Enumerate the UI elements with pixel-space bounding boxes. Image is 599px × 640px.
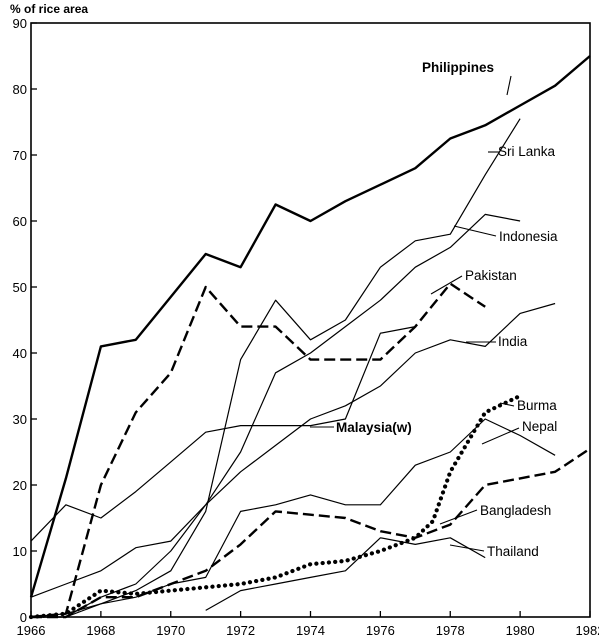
y-tick-label: 10 bbox=[13, 544, 27, 559]
series-line-bangladesh bbox=[31, 447, 591, 619]
label-leader-line bbox=[439, 509, 478, 525]
axes: 0 10 20 30 40 50 60 70 80 90 1966 1968 1970 1972 1974 1… bbox=[13, 16, 599, 638]
series-label-malaysia-w: Malaysia(w) bbox=[310, 420, 412, 435]
x-tick-label: 1976 bbox=[366, 623, 395, 638]
y-tick-label: 80 bbox=[13, 82, 27, 97]
x-tick-label: 1972 bbox=[226, 623, 255, 638]
series-label-sri-lanka: Sri Lanka bbox=[488, 144, 556, 159]
label-leader-line bbox=[481, 427, 520, 445]
y-tick-label: 30 bbox=[13, 412, 27, 427]
series-label-text: India bbox=[498, 334, 528, 349]
series-label-text: Malaysia(w) bbox=[336, 420, 412, 435]
x-tick-label: 1968 bbox=[86, 623, 115, 638]
series-label-philippines: Philippines bbox=[422, 60, 512, 96]
series-label-bangladesh: Bangladesh bbox=[439, 503, 551, 525]
series-label-india: India bbox=[466, 334, 528, 349]
y-tick-label: 70 bbox=[13, 148, 27, 163]
series-label-text: Bangladesh bbox=[480, 503, 551, 518]
y-tick-label: 20 bbox=[13, 478, 27, 493]
series-line-thailand bbox=[205, 537, 486, 611]
series-label-text: Pakistan bbox=[465, 268, 517, 283]
x-tick-label: 1970 bbox=[156, 623, 185, 638]
series-label-text: Indonesia bbox=[499, 229, 558, 244]
y-tick-label: 90 bbox=[13, 16, 27, 31]
label-leader-line bbox=[499, 402, 515, 407]
series-line-nepal bbox=[31, 418, 556, 618]
y-tick-label: 50 bbox=[13, 280, 27, 295]
label-leader-line bbox=[453, 225, 497, 237]
x-tick-label: 1966 bbox=[17, 623, 46, 638]
series-line-sri-lanka bbox=[30, 118, 521, 618]
series-label-text: Philippines bbox=[422, 60, 494, 75]
series-label-indonesia: Indonesia bbox=[453, 225, 558, 244]
series-line-indonesia bbox=[31, 213, 521, 618]
x-tick-label: 1978 bbox=[436, 623, 465, 638]
series-line-pakistan bbox=[30, 282, 486, 619]
series-label-layer: Philippines Sri Lanka Indonesia Pakistan Ind… bbox=[310, 60, 558, 559]
series-label-text: Sri Lanka bbox=[498, 144, 556, 159]
series-label-text: Thailand bbox=[487, 544, 539, 559]
series-line-india bbox=[30, 302, 556, 598]
label-leader-line bbox=[430, 275, 463, 295]
series-layer bbox=[28, 55, 591, 620]
label-leader-line bbox=[506, 75, 512, 96]
series-label-text: Burma bbox=[517, 398, 557, 413]
x-tick-label: 1982 bbox=[576, 623, 599, 638]
series-label-pakistan: Pakistan bbox=[430, 268, 517, 295]
series-label-text: Nepal bbox=[522, 419, 557, 434]
series-line-philippines bbox=[29, 55, 591, 598]
series-label-burma: Burma bbox=[499, 398, 557, 413]
series-line-burma bbox=[28, 393, 523, 620]
y-tick-label: 60 bbox=[13, 214, 27, 229]
series-label-nepal: Nepal bbox=[481, 419, 557, 445]
y-tick-label: 0 bbox=[20, 610, 27, 625]
label-leader-line bbox=[449, 544, 485, 552]
x-tick-label: 1980 bbox=[506, 623, 535, 638]
series-line-malaysia-w bbox=[30, 326, 416, 542]
y-tick-label: 40 bbox=[13, 346, 27, 361]
x-tick-label: 1974 bbox=[296, 623, 325, 638]
y-axis-label: % of rice area bbox=[10, 2, 88, 16]
series-label-thailand: Thailand bbox=[449, 544, 539, 559]
